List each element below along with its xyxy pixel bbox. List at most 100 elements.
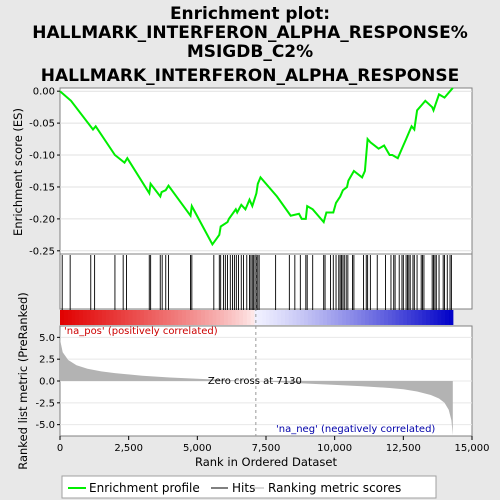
es-y-tick-label: 0.00 — [33, 87, 55, 98]
x-axis-label: Rank in Ordered Dataset — [195, 455, 338, 469]
x-tick-label: 12,500 — [386, 443, 421, 454]
heatmap-cell — [166, 310, 172, 325]
heatmap-cell — [182, 310, 187, 325]
heatmap-cell — [380, 310, 385, 325]
heatmap-cell — [429, 310, 435, 325]
rank-heatmap-bar — [60, 310, 454, 325]
heatmap-cell — [254, 310, 259, 325]
heatmap-cell — [315, 310, 320, 325]
enrichment-profile-line — [59, 87, 454, 247]
heatmap-cell — [212, 310, 217, 325]
pos-correlated-label: 'na_pos' (positively correlated) — [64, 326, 218, 337]
heatmap-cell — [284, 310, 290, 325]
heatmap-cell — [395, 310, 400, 325]
heatmap-cell — [178, 310, 183, 325]
es-y-tick-label: -0.05 — [29, 119, 55, 130]
heatmap-cell — [323, 310, 328, 325]
heatmap-cell — [239, 310, 244, 325]
heatmap-cell — [326, 310, 332, 325]
metric-y-tick-label: -5.0 — [35, 420, 55, 431]
x-axis-ticks: 0 2,500 5,000 7,500 10,000 12,500 15,000 — [57, 436, 490, 454]
heatmap-cell — [300, 310, 305, 325]
heatmap-cell — [155, 310, 160, 325]
heatmap-cell — [63, 310, 69, 325]
neg-correlated-label: 'na_neg' (negatively correlated) — [276, 424, 435, 435]
heatmap-cell — [368, 310, 374, 325]
heatmap-cell — [258, 310, 263, 325]
heatmap-cell — [277, 310, 282, 325]
heatmap-cell — [349, 310, 355, 325]
heatmap-cell — [140, 310, 145, 325]
heatmap-cell — [414, 310, 420, 325]
heatmap-cell — [220, 310, 225, 325]
metric-y-tick-label: 5.0 — [39, 333, 55, 344]
heatmap-cell — [223, 310, 229, 325]
heatmap-cell — [82, 310, 88, 325]
heatmap-cell — [319, 310, 324, 325]
es-y-tick-label: -0.15 — [29, 182, 55, 193]
heatmap-cell — [445, 310, 450, 325]
heatmap-cell — [159, 310, 164, 325]
x-tick-label: 5,000 — [183, 443, 212, 454]
heatmap-cell — [391, 310, 397, 325]
ranking-metric-area — [60, 328, 453, 436]
heatmap-cell — [243, 310, 248, 325]
heatmap-cell — [128, 310, 134, 325]
heatmap-cell — [292, 310, 298, 325]
heatmap-cell — [403, 310, 408, 325]
heatmap-cell — [185, 310, 191, 325]
heatmap-cell — [422, 310, 427, 325]
hit-marks — [61, 255, 452, 310]
heatmap-cell — [365, 310, 370, 325]
x-tick-label: 7,500 — [252, 443, 281, 454]
x-tick-label: 0 — [57, 443, 63, 454]
heatmap-cell — [67, 310, 73, 325]
heatmap-cell — [174, 310, 179, 325]
es-panel — [59, 87, 473, 255]
heatmap-cell — [296, 310, 301, 325]
x-tick-label: 2,500 — [114, 443, 143, 454]
metric-y-tick-label: 0.0 — [39, 377, 55, 388]
heatmap-cell — [281, 310, 286, 325]
heatmap-cell — [357, 310, 362, 325]
heatmap-cell — [387, 310, 393, 325]
heatmap-cell — [216, 310, 221, 325]
heatmap-cell — [121, 310, 126, 325]
es-y-tick-label: -0.10 — [29, 151, 55, 162]
metric-y-label: Ranked list metric (PreRanked) — [16, 292, 30, 470]
heatmap-cell — [410, 310, 416, 325]
x-tick-label: 15,000 — [455, 443, 490, 454]
heatmap-cell — [147, 310, 153, 325]
heatmap-cell — [262, 310, 267, 325]
metric-y-tick-label: -2.5 — [35, 398, 55, 409]
heatmap-cell — [426, 310, 431, 325]
heatmap-cell — [304, 310, 309, 325]
heatmap-cell — [441, 310, 446, 325]
legend — [61, 475, 437, 499]
title-line-2: HALLMARK_INTERFERON_ALPHA_RESPONSE% — [32, 23, 468, 43]
heatmap-cell — [101, 310, 107, 325]
heatmap-cell — [113, 310, 118, 325]
heatmap-cell — [273, 310, 278, 325]
legend-metric-label: Ranking metric scores — [268, 481, 401, 495]
heatmap-cell — [151, 310, 156, 325]
heatmap-cell — [86, 310, 92, 325]
heatmap-cell — [75, 310, 80, 325]
heatmap-cell — [342, 310, 347, 325]
heatmap-cell — [124, 310, 130, 325]
heatmap-cell — [269, 310, 275, 325]
heatmap-cell — [162, 310, 168, 325]
es-gridlines — [60, 90, 472, 252]
heatmap-cell — [372, 310, 378, 325]
heatmap-cell — [346, 310, 351, 325]
heatmap-cell — [353, 310, 359, 325]
es-y-ticks: 0.00 -0.05 -0.10 -0.15 -0.20 -0.25 — [29, 87, 60, 257]
heatmap-cell — [361, 310, 366, 325]
heatmap-cell — [330, 310, 336, 325]
heatmap-cell — [437, 310, 442, 325]
heatmap-cell — [197, 310, 202, 325]
es-y-label: Enrichment score (ES) — [11, 108, 25, 236]
heatmap-cell — [227, 310, 233, 325]
heatmap-cell — [105, 310, 111, 325]
title-line-1: Enrichment plot: — [170, 4, 330, 24]
